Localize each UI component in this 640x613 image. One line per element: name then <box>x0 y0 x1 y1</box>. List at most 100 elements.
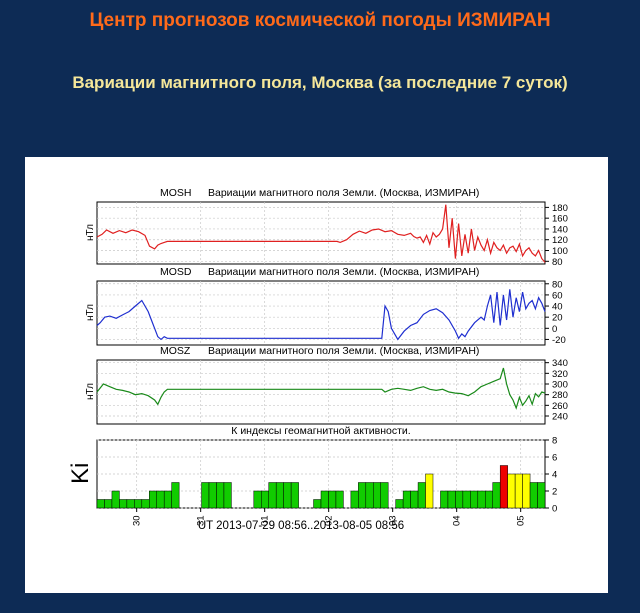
series-line-mosz <box>96 367 546 410</box>
ki-bar <box>485 490 493 509</box>
y-tick-label: -20 <box>552 335 566 346</box>
y-tick-label: 80 <box>552 279 563 290</box>
ki-bar <box>104 499 113 509</box>
ki-bar <box>201 482 210 509</box>
ki-bar <box>208 482 217 509</box>
ki-bar <box>119 499 128 509</box>
ki-bar <box>350 490 359 509</box>
ki-bar <box>358 482 367 509</box>
ki-bar <box>417 482 426 509</box>
ki-bar <box>156 490 165 509</box>
y-tick-label: 80 <box>552 257 563 268</box>
ki-bar <box>261 490 269 509</box>
ki-bar <box>470 490 479 509</box>
ki-bar <box>96 499 105 509</box>
x-tick-label: 30 <box>132 515 143 526</box>
ki-bar <box>275 482 284 509</box>
series-name-mosh: MOSH <box>160 187 192 199</box>
panel-title: Вариации магнитного поля Земли. (Москва,… <box>208 266 479 278</box>
chart-panel: 80 100 120 140 160 180 MOSH Вариации магнитного… <box>25 157 608 593</box>
y-tick-label: 4 <box>552 470 557 481</box>
y-axis-label: Ki <box>67 463 94 484</box>
ki-bar <box>313 499 322 509</box>
y-tick-label: 300 <box>552 380 568 391</box>
x-tick-label: 31 <box>196 515 207 526</box>
y-tick-label: 140 <box>552 224 568 235</box>
ki-bar <box>477 490 486 509</box>
ki-bar <box>410 490 419 509</box>
ki-bar <box>395 499 404 509</box>
y-tick-label: 120 <box>552 235 568 246</box>
ki-bar <box>373 482 381 509</box>
panel-title: Вариации магнитного поля Земли. (Москва,… <box>208 187 479 199</box>
y-axis-label: нТл <box>85 224 96 241</box>
y-tick-label: 240 <box>552 412 568 423</box>
y-tick-label: 100 <box>552 246 568 257</box>
y-tick-label: 6 <box>552 453 557 464</box>
ki-bar <box>163 490 172 509</box>
ki-bar <box>455 490 464 509</box>
y-axis-label: нТл <box>85 383 96 400</box>
y-tick-label: 320 <box>552 369 568 380</box>
y-tick-label: 0 <box>552 324 557 335</box>
panel-title: К индексы геомагнитной активности. <box>231 425 410 437</box>
ki-bar <box>134 499 143 509</box>
ki-bar <box>425 473 434 509</box>
ki-bar <box>253 490 262 509</box>
y-tick-label: 2 <box>552 487 557 498</box>
plot-frame-mosh <box>96 201 546 265</box>
ki-bar <box>149 490 157 509</box>
y-tick-label: 60 <box>552 290 563 301</box>
x-tick-label: 05 <box>516 515 527 526</box>
ki-bar <box>335 490 344 509</box>
page-title: Центр прогнозов космической погоды ИЗМИР… <box>89 10 551 31</box>
y-tick-label: 8 <box>552 436 557 447</box>
ki-bar <box>499 465 508 509</box>
ki-bar <box>365 482 374 509</box>
ki-bar <box>141 499 150 509</box>
x-tick-label: 04 <box>452 515 463 526</box>
x-tick-label: 03 <box>388 515 399 526</box>
plot-frame-mosz <box>96 359 546 425</box>
ki-bar <box>447 490 456 509</box>
ki-bar <box>529 482 538 509</box>
page-subtitle: Вариации магнитного поля, Москва (за пос… <box>72 73 568 92</box>
y-tick-label: 260 <box>552 401 568 412</box>
series-line-mosh <box>96 204 546 263</box>
y-tick-label: 40 <box>552 302 563 313</box>
ki-bar <box>522 473 531 509</box>
ki-bar <box>283 482 292 509</box>
ki-bar <box>537 482 546 509</box>
x-tick-label: 02 <box>324 515 335 526</box>
y-tick-label: 340 <box>552 358 568 369</box>
y-tick-label: 280 <box>552 390 568 401</box>
series-name-mosd: MOSD <box>160 266 192 278</box>
ki-bar <box>492 482 501 509</box>
y-tick-label: 160 <box>552 214 568 225</box>
x-range-label: UT 2013-07-29 08:56..2013-08-05 08:56 <box>198 520 404 532</box>
ki-bar <box>171 482 180 509</box>
series-line-mosd <box>96 289 546 341</box>
plot-frame-mosd <box>96 280 546 346</box>
x-tick-label: 01 <box>260 515 271 526</box>
ki-bar <box>223 482 232 509</box>
ki-bar <box>126 499 135 509</box>
ki-bar <box>268 482 277 509</box>
y-axis-label: нТл <box>85 304 96 321</box>
series-name-mosz: MOSZ <box>160 345 191 357</box>
panel-title: Вариации магнитного поля Земли. (Москва,… <box>208 345 479 357</box>
ki-bar <box>514 473 523 509</box>
ki-bar <box>216 482 225 509</box>
ki-bar <box>462 490 471 509</box>
y-tick-label: 0 <box>552 504 557 515</box>
ki-bar <box>440 490 449 509</box>
ki-bar <box>328 490 337 509</box>
ki-bar <box>111 490 120 509</box>
ki-bar <box>380 482 389 509</box>
y-tick-label: 20 <box>552 313 563 324</box>
ki-bar <box>290 482 299 509</box>
ki-bar <box>320 490 329 509</box>
ki-bar <box>507 473 516 509</box>
y-tick-label: 180 <box>552 203 568 214</box>
